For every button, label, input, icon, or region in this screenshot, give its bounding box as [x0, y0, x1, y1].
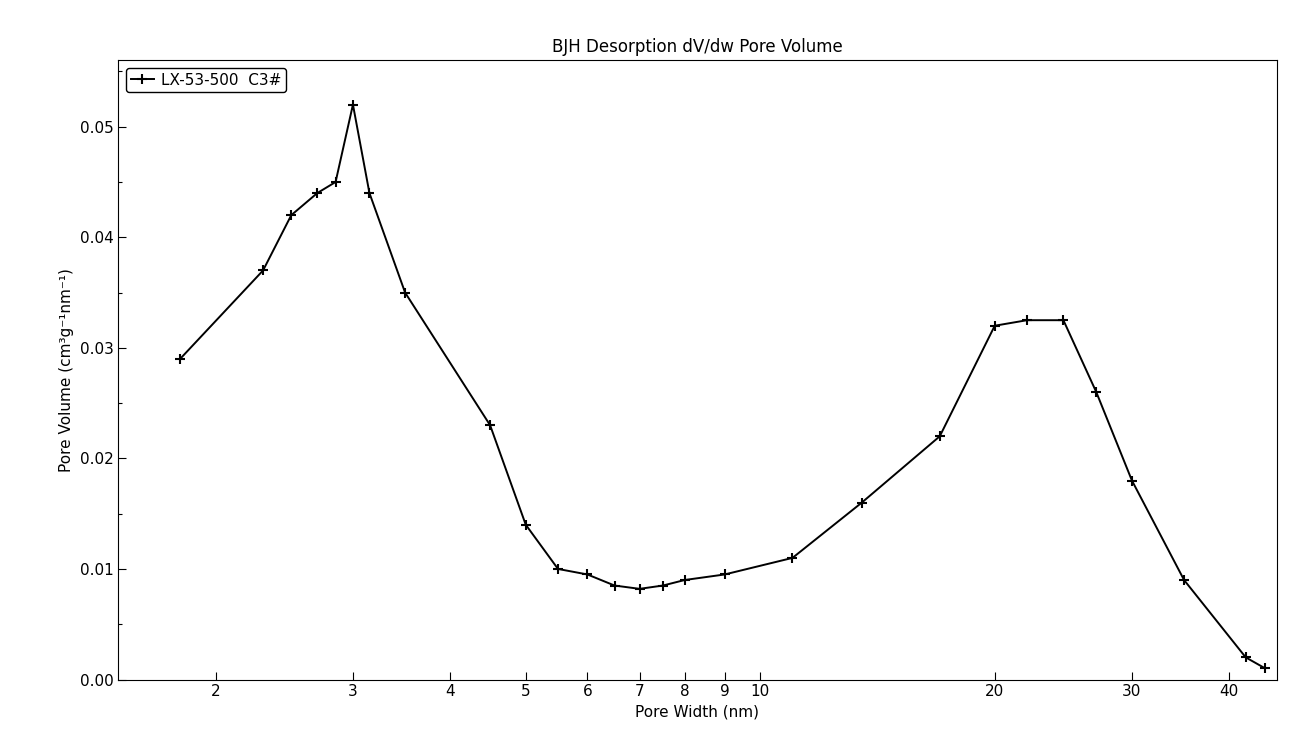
LX-53-500  C3# — [1177, 575, 1192, 584]
LX-53-500  C3# — [172, 354, 188, 363]
LX-53-500  C3# — [717, 570, 733, 579]
LX-53-500  C3# — [283, 211, 299, 220]
LX-53-500  C3# — [328, 177, 343, 186]
LX-53-500  C3# — [1238, 653, 1254, 662]
LX-53-500  C3# — [550, 565, 566, 574]
LX-53-500  C3# — [1257, 664, 1273, 673]
LX-53-500  C3# — [655, 581, 671, 590]
LX-53-500  C3# — [519, 520, 534, 529]
LX-53-500  C3# — [784, 553, 800, 562]
LX-53-500  C3# — [579, 570, 595, 579]
LX-53-500  C3# — [987, 321, 1003, 330]
LX-53-500  C3# — [676, 575, 692, 584]
LX-53-500  C3# — [482, 421, 497, 430]
LX-53-500  C3# — [607, 581, 622, 590]
LX-53-500  C3# — [1055, 316, 1071, 325]
LX-53-500  C3# — [345, 100, 361, 109]
Line: LX-53-500  C3#: LX-53-500 C3# — [175, 100, 1270, 673]
Legend: LX-53-500  C3#: LX-53-500 C3# — [126, 68, 286, 92]
X-axis label: Pore Width (nm): Pore Width (nm) — [636, 705, 759, 720]
Y-axis label: Pore Volume (cm³g⁻¹nm⁻¹): Pore Volume (cm³g⁻¹nm⁻¹) — [59, 268, 74, 472]
LX-53-500  C3# — [632, 584, 647, 593]
LX-53-500  C3# — [397, 288, 413, 297]
LX-53-500  C3# — [854, 498, 870, 507]
LX-53-500  C3# — [362, 189, 378, 198]
LX-53-500  C3# — [309, 189, 325, 198]
Title: BJH Desorption dV/dw Pore Volume: BJH Desorption dV/dw Pore Volume — [553, 38, 842, 56]
LX-53-500  C3# — [932, 432, 948, 441]
LX-53-500  C3# — [1124, 476, 1140, 485]
LX-53-500  C3# — [1088, 387, 1104, 396]
LX-53-500  C3# — [255, 266, 271, 275]
LX-53-500  C3# — [1019, 316, 1034, 325]
